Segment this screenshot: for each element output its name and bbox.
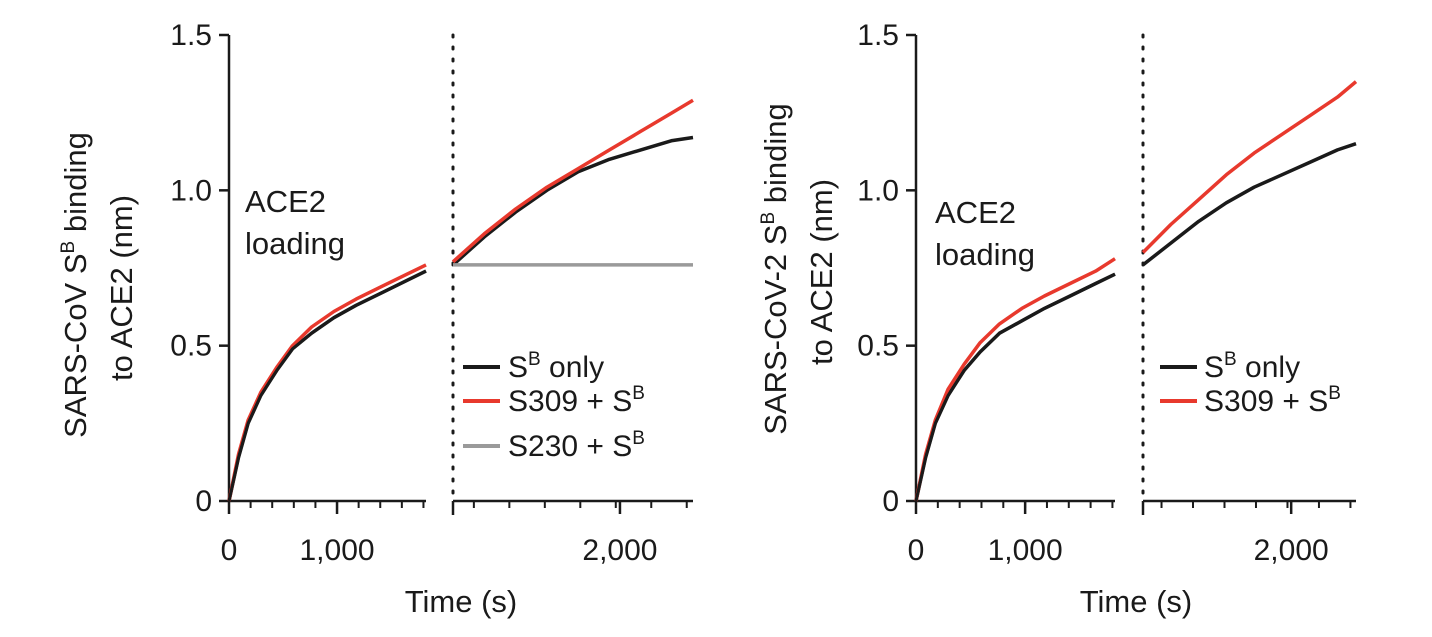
x-axis-title: Time (s) (1080, 584, 1193, 619)
series-line-phase1-overlay (227, 269, 427, 502)
x-tick-label: 1,000 (299, 534, 374, 567)
y-tick-label: 0 (882, 485, 899, 518)
y-tick-label: 1.0 (170, 174, 212, 207)
legend-label-2: S309 + SB (1204, 383, 1341, 418)
series-line-phase2-2 (451, 98, 694, 264)
y-tick-label: 0.5 (170, 330, 212, 363)
y-tick-label: 1.5 (170, 19, 212, 52)
x-tick-label: 2,000 (582, 534, 657, 567)
series-line-phase1-1 (227, 269, 427, 502)
y-tick-label: 1.5 (857, 19, 899, 52)
series-line-phase2-2 (1141, 80, 1358, 254)
series-line-phase1-overlay (914, 272, 1116, 502)
y-tick-label: 0 (195, 485, 212, 518)
legend-label-1: SB only (508, 349, 604, 384)
y-tick-label: 0.5 (857, 330, 899, 363)
y-axis-title-line1: SARS-CoV SB binding (58, 132, 93, 438)
y-axis-title-line2: to ACE2 (nm) (104, 195, 139, 381)
y-axis-title-line2: to ACE2 (nm) (804, 179, 839, 365)
x-tick-label: 1,000 (988, 534, 1063, 567)
annotation-ace2: ACE2 (935, 195, 1016, 230)
annotation-ace2: ACE2 (245, 184, 326, 219)
series-line-phase1-2 (914, 257, 1116, 502)
x-tick-label: 0 (221, 534, 238, 567)
y-axis-title-line1: SARS-CoV-2 SB binding (758, 103, 793, 434)
series-line-phase2-1 (1141, 142, 1357, 267)
x-tick-label: 2,000 (1254, 534, 1329, 567)
x-tick-label: 0 (908, 534, 925, 567)
legend-label-2: S309 + SB (508, 383, 645, 418)
y-tick-label: 1.0 (857, 174, 899, 207)
annotation-loading: loading (935, 237, 1035, 272)
series-line-phase1-2 (227, 263, 427, 502)
legend-label-1: SB only (1204, 349, 1300, 384)
legend-label-3: S230 + SB (508, 428, 645, 463)
series-line-phase1-1 (914, 272, 1116, 502)
x-axis-title: Time (s) (405, 584, 518, 619)
series-line-phase2-1 (451, 135, 694, 267)
annotation-loading: loading (245, 226, 345, 261)
